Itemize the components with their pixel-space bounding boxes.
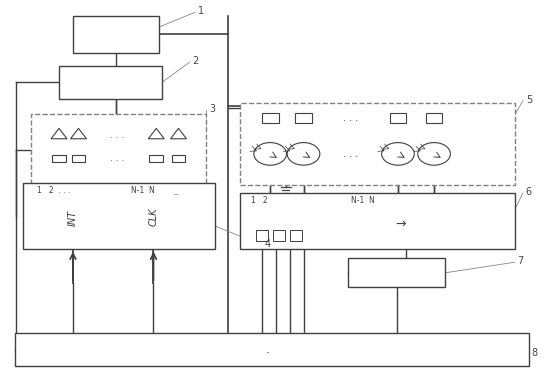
Bar [23, 183, 214, 249]
Bar [52, 154, 66, 162]
Text: 6: 6 [526, 187, 532, 197]
Bar [426, 113, 442, 123]
Text: 8: 8 [531, 349, 538, 359]
Bar [390, 113, 406, 123]
Bar [172, 154, 185, 162]
Text: 3: 3 [209, 104, 215, 114]
Bar [59, 66, 162, 99]
Text: __: __ [173, 190, 178, 195]
Text: . . .: . . . [343, 149, 358, 159]
Bar [256, 230, 268, 241]
Text: 1   2  . . .: 1 2 . . . [37, 186, 70, 195]
Text: →: → [395, 218, 405, 230]
Bar [262, 113, 278, 123]
Bar [14, 334, 529, 366]
Text: 4: 4 [265, 239, 271, 249]
Text: INT: INT [68, 210, 78, 226]
Text: 2: 2 [192, 56, 199, 66]
Text: . . .: . . . [110, 131, 125, 140]
Bar [290, 230, 302, 241]
Bar [273, 230, 285, 241]
Bar [31, 114, 206, 185]
Bar [348, 258, 445, 287]
Bar [240, 193, 515, 249]
Text: 1: 1 [198, 6, 204, 16]
Text: N-1  N: N-1 N [351, 196, 374, 205]
Bar [295, 113, 312, 123]
Text: .: . [265, 343, 270, 356]
Text: 7: 7 [517, 256, 524, 266]
Text: N-1  N: N-1 N [131, 186, 155, 195]
Text: . . .: . . . [343, 113, 358, 123]
Bar [149, 154, 163, 162]
Text: 1   2: 1 2 [251, 196, 267, 205]
Text: 5: 5 [526, 95, 532, 105]
Bar [73, 16, 159, 52]
Text: . . .: . . . [110, 154, 125, 163]
Bar [71, 154, 85, 162]
Bar [240, 103, 515, 185]
Text: CLK: CLK [149, 207, 159, 226]
